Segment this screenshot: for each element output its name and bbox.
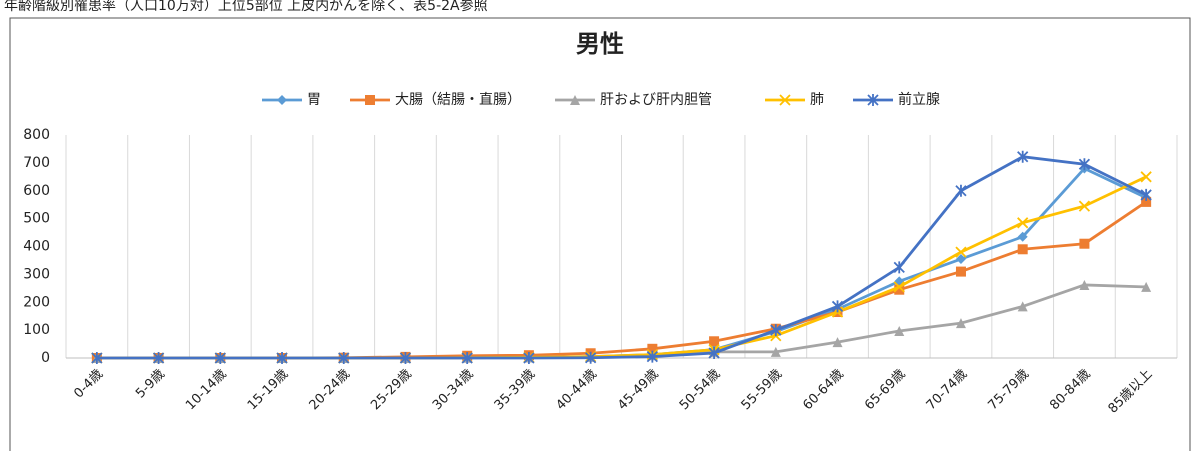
marker [893,261,905,274]
marker [1078,158,1091,171]
marker [523,352,535,364]
marker [867,94,879,106]
marker [585,351,597,364]
marker [1079,238,1090,249]
x-tick-label: 80-84歳 [1047,367,1094,414]
legend-label: 前立腺 [898,91,940,108]
y-tick-label: 100 [23,322,50,338]
x-tick-label: 70-74歳 [924,367,971,414]
marker [832,337,843,348]
y-tick-label: 200 [23,294,50,310]
x-tick-label: 20-24歳 [307,367,354,414]
y-tick-label: 500 [23,211,50,227]
marker [338,352,350,364]
marker [1140,188,1152,201]
x-tick-label: 40-44歳 [553,367,600,414]
marker [1141,196,1152,207]
marker [894,284,905,295]
marker [893,281,905,293]
x-tick-label: 30-34歳 [430,367,477,414]
x-tick-label: 35-39歳 [492,367,539,414]
x-tick-label: 45-49歳 [615,367,662,414]
x-tick-label: 50-54歳 [677,367,724,414]
marker [955,266,966,277]
marker [646,350,658,363]
marker [1017,150,1029,163]
y-tick-label: 700 [23,155,50,171]
marker [1017,231,1028,242]
y-tick-label: 0 [41,350,50,366]
chart-title: 男性 [576,30,624,58]
marker [1017,244,1028,255]
legend-label: 胃 [307,92,321,108]
marker [770,324,782,337]
marker [1017,217,1029,229]
marker [955,246,967,258]
marker [152,352,165,364]
marker [365,95,375,105]
x-tick-label: 55-59歳 [739,367,786,414]
legend-label: 肝および肝内胆管 [600,92,712,108]
y-tick-label: 400 [23,239,50,255]
x-tick-label: 85歳以上 [1106,367,1156,417]
x-tick-label: 60-64歳 [800,367,847,414]
marker [779,94,791,106]
x-tick-label: 15-19歳 [245,367,292,414]
x-tick-label: 10-14歳 [183,367,230,414]
marker [570,95,580,105]
x-tick-label: 0-4歳 [71,367,106,402]
legend-label: 肺 [810,92,824,108]
caption: 年齢階級別罹患率（人口10万対）上位5部位 上皮内がんを除く、表5-2A参照 [4,0,488,14]
x-tick-label: 65-69歳 [862,367,909,414]
marker [1140,171,1152,183]
y-tick-label: 800 [23,127,50,143]
marker [955,254,966,265]
marker [770,346,781,357]
marker [277,95,287,105]
marker [91,352,103,364]
marker [955,184,967,197]
marker [1017,301,1028,312]
chart-border [9,17,1191,451]
marker [647,343,658,354]
marker [276,352,288,364]
marker [831,300,844,313]
marker [1141,281,1152,292]
marker [894,325,905,336]
x-tick-label: 25-29歳 [368,367,415,414]
marker [461,352,473,364]
marker [1079,279,1090,290]
marker [1078,200,1091,212]
series-line [96,155,1147,360]
marker [955,318,966,329]
marker [399,352,412,364]
legend-label: 大腸（結腸・直腸） [395,91,521,108]
marker [709,336,720,347]
marker [214,352,226,364]
y-tick-label: 300 [23,266,50,282]
x-tick-label: 75-79歳 [985,367,1032,414]
y-tick-label: 600 [23,183,50,199]
marker [708,346,720,359]
x-tick-label: 5-9歳 [133,367,168,402]
